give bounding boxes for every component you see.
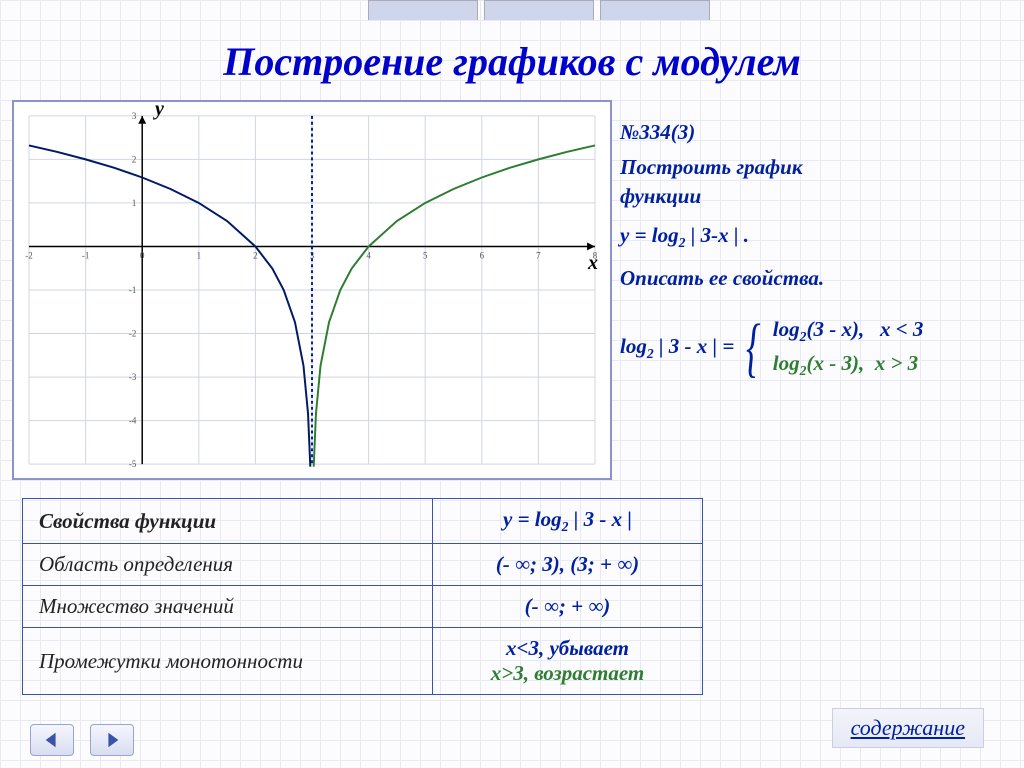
problem-number: №334(3) bbox=[620, 120, 1010, 145]
svg-text:5: 5 bbox=[423, 250, 428, 260]
svg-text:-2: -2 bbox=[129, 329, 136, 339]
mono-line-1: x<3, убывает bbox=[449, 636, 686, 661]
y-axis-label: y bbox=[155, 98, 164, 121]
piecewise-case-1: log2(3 - x), x < 3 bbox=[773, 317, 924, 345]
next-button[interactable] bbox=[90, 724, 134, 756]
svg-text:-5: -5 bbox=[129, 459, 137, 469]
prev-button[interactable] bbox=[30, 724, 74, 756]
prop-mono-value: x<3, убывает x>3, возрастает bbox=[433, 628, 703, 695]
mono-line-2: x>3, возрастает bbox=[449, 661, 686, 686]
svg-text:-1: -1 bbox=[82, 250, 89, 260]
svg-text:-4: -4 bbox=[129, 416, 137, 426]
svg-text:0: 0 bbox=[140, 250, 145, 260]
function-formula: y = log2 | 3-x | . bbox=[620, 223, 1010, 251]
svg-text:1: 1 bbox=[197, 250, 201, 260]
svg-text:2: 2 bbox=[253, 250, 257, 260]
chart-container: -2-1012345678-5-4-3-2-1123 bbox=[12, 100, 612, 480]
piecewise-definition: log2 | 3 - x | = { log2(3 - x), x < 3 lo… bbox=[620, 311, 1010, 385]
svg-text:-1: -1 bbox=[129, 285, 136, 295]
triangle-left-icon bbox=[43, 731, 61, 749]
top-tabs bbox=[368, 0, 710, 20]
table-row: Множество значений (- ∞; + ∞) bbox=[23, 586, 703, 628]
svg-text:4: 4 bbox=[366, 250, 371, 260]
page-title: Построение графиков с модулем bbox=[0, 38, 1024, 85]
prop-domain-value: (- ∞; 3), (3; + ∞) bbox=[433, 544, 703, 586]
table-row: Свойства функции y = log2 | 3 - x | bbox=[23, 499, 703, 544]
chart-svg: -2-1012345678-5-4-3-2-1123 bbox=[14, 102, 610, 478]
table-header-right: y = log2 | 3 - x | bbox=[433, 499, 703, 544]
contents-link[interactable]: содержание bbox=[832, 708, 984, 748]
svg-text:2: 2 bbox=[132, 154, 136, 164]
svg-text:3: 3 bbox=[132, 111, 137, 121]
nav-buttons bbox=[30, 724, 134, 756]
prop-range-label: Множество значений bbox=[23, 586, 433, 628]
piecewise-lhs: log2 | 3 - x | = bbox=[620, 334, 734, 362]
prop-mono-label: Промежутки монотонности bbox=[23, 628, 433, 695]
svg-text:6: 6 bbox=[480, 250, 485, 260]
x-axis-label: x bbox=[588, 252, 598, 275]
svg-text:-3: -3 bbox=[129, 372, 137, 382]
brace-icon: { bbox=[746, 318, 761, 378]
table-row: Промежутки монотонности x<3, убывает x>3… bbox=[23, 628, 703, 695]
task-text-2: функции bbox=[620, 184, 1010, 209]
problem-panel: №334(3) Построить график функции y = log… bbox=[620, 120, 1010, 385]
table-header-left: Свойства функции bbox=[23, 499, 433, 544]
svg-text:-2: -2 bbox=[25, 250, 32, 260]
triangle-right-icon bbox=[103, 731, 121, 749]
table-row: Область определения (- ∞; 3), (3; + ∞) bbox=[23, 544, 703, 586]
piecewise-case-2: log2(x - 3), x > 3 bbox=[773, 351, 924, 379]
prop-domain-label: Область определения bbox=[23, 544, 433, 586]
describe-text: Описать ее свойства. bbox=[620, 266, 1010, 291]
svg-text:7: 7 bbox=[536, 250, 541, 260]
task-text-1: Построить график bbox=[620, 155, 1010, 180]
svg-text:1: 1 bbox=[132, 198, 136, 208]
properties-table: Свойства функции y = log2 | 3 - x | Обла… bbox=[22, 498, 703, 695]
prop-range-value: (- ∞; + ∞) bbox=[433, 586, 703, 628]
